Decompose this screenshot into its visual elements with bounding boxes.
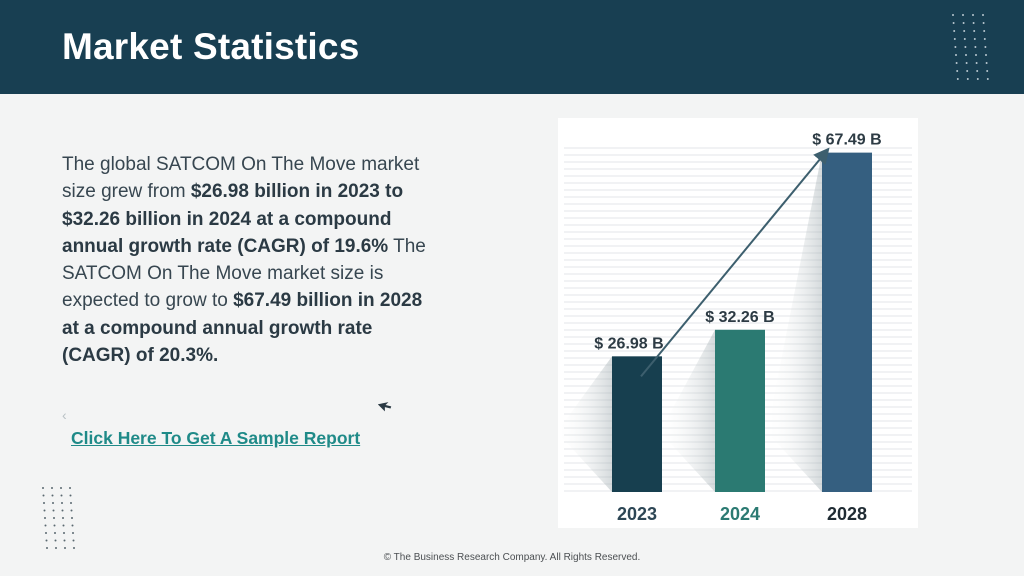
sample-report-link[interactable]: Click Here To Get A Sample Report bbox=[71, 428, 361, 448]
trend-arrow bbox=[640, 147, 830, 377]
description-text: The SATCOM On The Move market size is ex… bbox=[62, 235, 426, 312]
category-label-2023: 2023 bbox=[617, 504, 657, 524]
bar-2024 bbox=[715, 329, 765, 492]
description-highlight: $67.49 billion in 2028 at a compound ann… bbox=[62, 290, 423, 367]
market-size-chart: $ 26.98 B $ 32.26 B $ 67.49 B 2023 2024 2028 bbox=[558, 132, 912, 524]
value-label-2023: $ 26.98 B bbox=[594, 335, 663, 352]
description-text: The global SATCOM On The Move market siz… bbox=[62, 154, 420, 203]
value-label-2024: $ 32.26 B bbox=[705, 309, 774, 326]
bar-shadow bbox=[660, 329, 715, 492]
header-bar: Market Statistics bbox=[0, 0, 1024, 94]
bar-2023 bbox=[612, 356, 662, 492]
market-chart-card: $ 26.98 B $ 32.26 B $ 67.49 B 2023 2024 2028 bbox=[558, 118, 918, 528]
bar-2028 bbox=[822, 152, 872, 493]
page-title: Market Statistics bbox=[62, 26, 360, 67]
copyright-footer: © The Business Research Company. All Rig… bbox=[383, 552, 641, 563]
dot-pattern-decoration bbox=[952, 14, 989, 80]
value-label-2028: $ 67.49 B bbox=[812, 132, 881, 149]
description-highlight: $26.98 billion in 2023 to $32.26 billion… bbox=[62, 181, 404, 257]
bar-shadow bbox=[558, 356, 612, 492]
dot-pattern-decoration-bottom bbox=[42, 487, 75, 549]
mouse-cursor-icon bbox=[378, 402, 392, 412]
small-chevron-mark: ‹ bbox=[62, 407, 67, 423]
category-label-2028: 2028 bbox=[827, 504, 867, 524]
category-label-2024: 2024 bbox=[720, 504, 760, 524]
market-description: The global SATCOM On The Move market siz… bbox=[62, 151, 442, 369]
bar-shadow bbox=[767, 152, 822, 493]
